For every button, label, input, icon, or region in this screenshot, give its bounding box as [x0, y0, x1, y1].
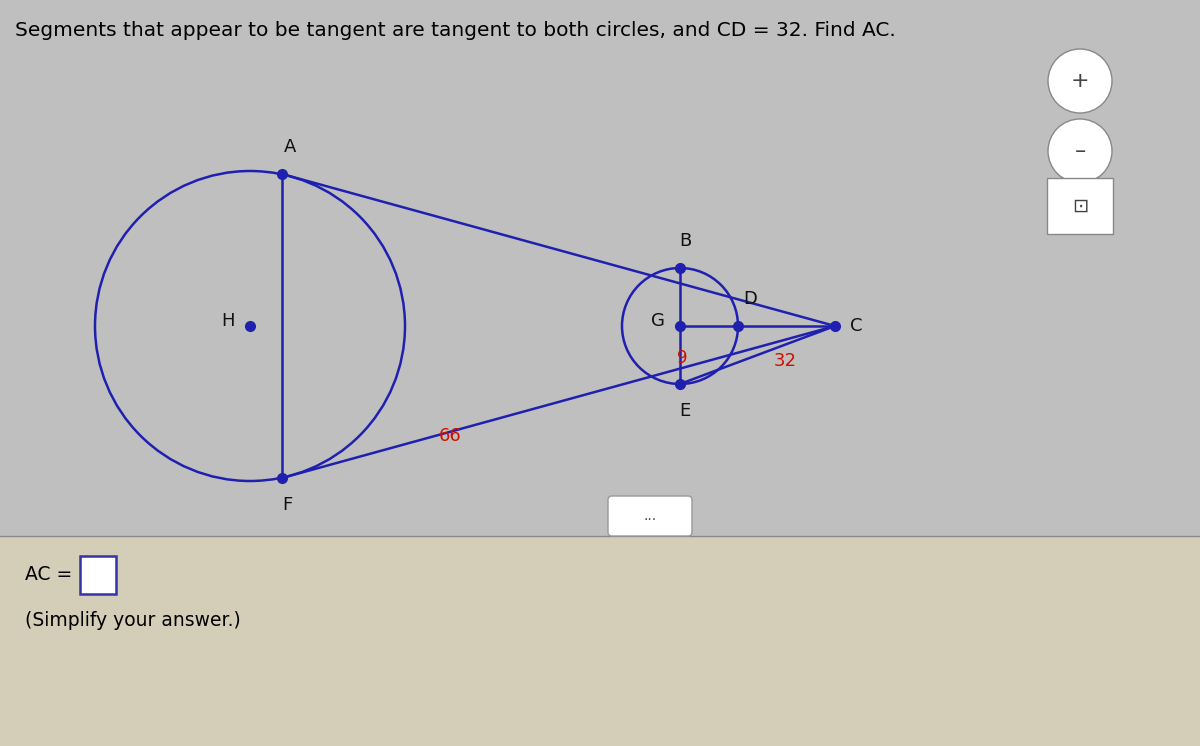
Text: 32: 32 [774, 352, 797, 370]
Text: –: – [1074, 141, 1086, 161]
Text: ⊡: ⊡ [1072, 196, 1088, 216]
Text: ...: ... [643, 509, 656, 523]
FancyBboxPatch shape [80, 556, 116, 594]
Text: 9: 9 [677, 349, 688, 367]
Text: 66: 66 [439, 427, 461, 445]
Text: G: G [652, 312, 665, 330]
FancyBboxPatch shape [608, 496, 692, 536]
Text: B: B [679, 232, 691, 250]
Text: H: H [222, 312, 235, 330]
Bar [0, 536, 1200, 746]
Circle shape [1048, 119, 1112, 183]
Text: E: E [679, 402, 691, 420]
Circle shape [1048, 49, 1112, 113]
Text: +: + [1070, 71, 1090, 91]
Bar [0, 0, 1200, 536]
Text: Segments that appear to be tangent are tangent to both circles, and CD = 32. Fin: Segments that appear to be tangent are t… [14, 21, 895, 40]
Text: AC =: AC = [25, 565, 72, 583]
Text: (Simplify your answer.): (Simplify your answer.) [25, 612, 241, 630]
Text: F: F [282, 496, 292, 514]
Text: A: A [284, 138, 296, 156]
Text: C: C [850, 317, 863, 335]
FancyBboxPatch shape [1046, 178, 1114, 234]
Text: D: D [743, 290, 757, 308]
